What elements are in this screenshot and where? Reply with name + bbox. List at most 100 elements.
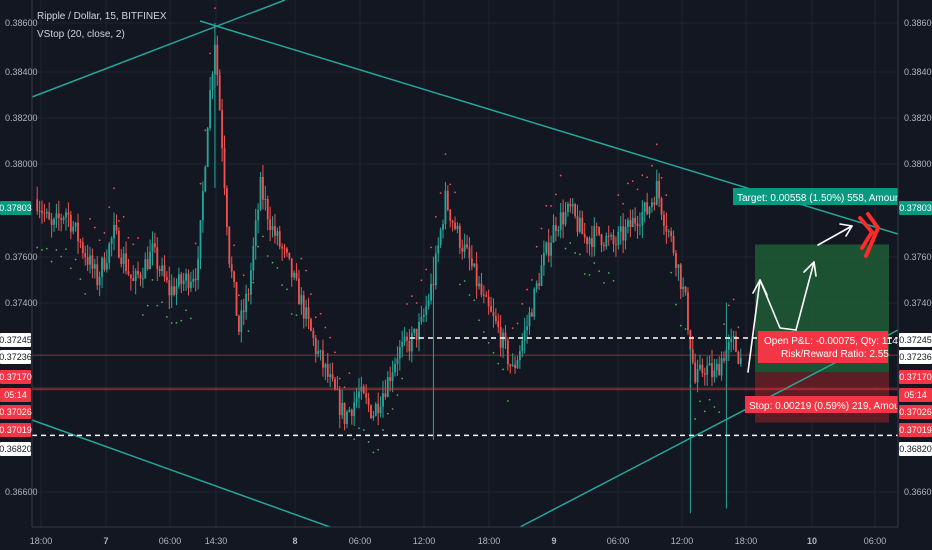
vstop-dot [79, 278, 82, 281]
vstop-dot [473, 299, 476, 302]
vstop-dot [607, 272, 610, 274]
candle-body [69, 214, 72, 232]
candle-body [682, 286, 685, 290]
candle-body [360, 386, 363, 392]
candle-body [667, 231, 670, 233]
candle-body [511, 364, 514, 366]
vstop-dot [266, 255, 269, 257]
candle-body [242, 310, 245, 312]
vstop-dot [579, 253, 581, 256]
candle-body [629, 220, 632, 228]
candle-body [67, 212, 70, 215]
candle-body [612, 234, 615, 245]
vstop-dot [396, 394, 399, 397]
candle-body [391, 372, 394, 381]
vstop-dot [675, 303, 677, 306]
candle-body [434, 253, 437, 286]
candle-body [173, 286, 175, 295]
x-tick-label: 18:00 [30, 536, 53, 546]
candle-body [439, 229, 442, 246]
candle-body [101, 257, 103, 277]
candle-body [259, 177, 262, 210]
vstop-dot [516, 322, 519, 325]
hand-drawn-arrows [747, 212, 881, 373]
candle-body [137, 270, 139, 275]
candle-body [410, 332, 413, 352]
candle-body [574, 204, 577, 217]
candle-body [564, 211, 567, 225]
candle-body [622, 226, 625, 241]
candle-body [636, 223, 639, 227]
candle-body [271, 226, 274, 230]
price-label-text: 05:14 [904, 390, 927, 400]
vstop-dot [334, 351, 336, 354]
target-label: Target: 0.00558 (1.50%) 558, Amount: 163… [737, 193, 931, 204]
vstop-dot [45, 247, 48, 250]
candle-body [247, 293, 250, 295]
y-tick-label-left: 0.38400 [5, 67, 38, 77]
candle-body [189, 281, 192, 289]
vstop-dot [535, 245, 538, 248]
candle-body [48, 211, 51, 220]
candle-body [377, 403, 380, 414]
candle-body [679, 264, 682, 290]
vstop-dot [425, 268, 428, 271]
candle-body [209, 90, 212, 129]
vstop-dot [703, 410, 706, 413]
vstop-dot [574, 252, 577, 254]
candle-body [185, 273, 187, 281]
candle-body [355, 397, 358, 403]
candle-body [600, 234, 603, 246]
x-tick-label: 14:30 [205, 536, 228, 546]
candle-body [538, 283, 540, 286]
vstop-dot [382, 429, 384, 431]
candle-body [286, 248, 288, 253]
price-label-text: 0.37170 [899, 372, 932, 382]
vstop-dot [348, 372, 351, 375]
vstop-dot [103, 232, 106, 234]
candle-body [105, 263, 108, 270]
vstop-dot [165, 316, 168, 318]
candle-body [125, 253, 127, 272]
candle-body [492, 311, 495, 317]
candle-body [562, 212, 565, 225]
candle-body [720, 358, 723, 376]
candle-body [689, 330, 692, 350]
candle-body [192, 278, 195, 282]
candle-body [274, 226, 276, 236]
vstop-indicator [36, 7, 740, 454]
vstop-dot [627, 182, 629, 185]
candle-body [45, 211, 48, 214]
candle-body [523, 330, 526, 341]
vstop-dot [444, 153, 447, 155]
candle-body [554, 225, 557, 232]
vstop-dot [113, 187, 115, 190]
price-label-text: 0.37019 [899, 425, 932, 435]
vstop-dot [247, 330, 250, 333]
arrow-stroke [817, 225, 853, 246]
candle-body [535, 283, 538, 289]
candle-body [586, 237, 589, 245]
arrow-stroke [747, 279, 797, 373]
price-label-bg [0, 201, 31, 215]
vstop-dot [386, 412, 389, 415]
candle-body [456, 225, 459, 230]
candle-body [341, 402, 344, 416]
vstop-dot [622, 202, 625, 205]
candle-body [288, 252, 291, 259]
candle-body [711, 363, 713, 378]
vstop-dot [636, 188, 639, 191]
candle-body [427, 300, 430, 307]
stop-label-bg [745, 396, 898, 413]
candle-body [706, 365, 709, 375]
candle-body [374, 403, 377, 416]
open-label-bg [758, 331, 888, 363]
vstop-dot [242, 274, 245, 277]
vstop-dot [286, 288, 288, 291]
vstop-dot [204, 129, 207, 132]
symbol-title[interactable]: Ripple / Dollar, 15, BITFINEX [37, 11, 167, 22]
candle-body [487, 296, 490, 307]
candle-body [38, 210, 41, 212]
indicator-legend[interactable]: VStop (20, close, 2) [37, 29, 125, 40]
